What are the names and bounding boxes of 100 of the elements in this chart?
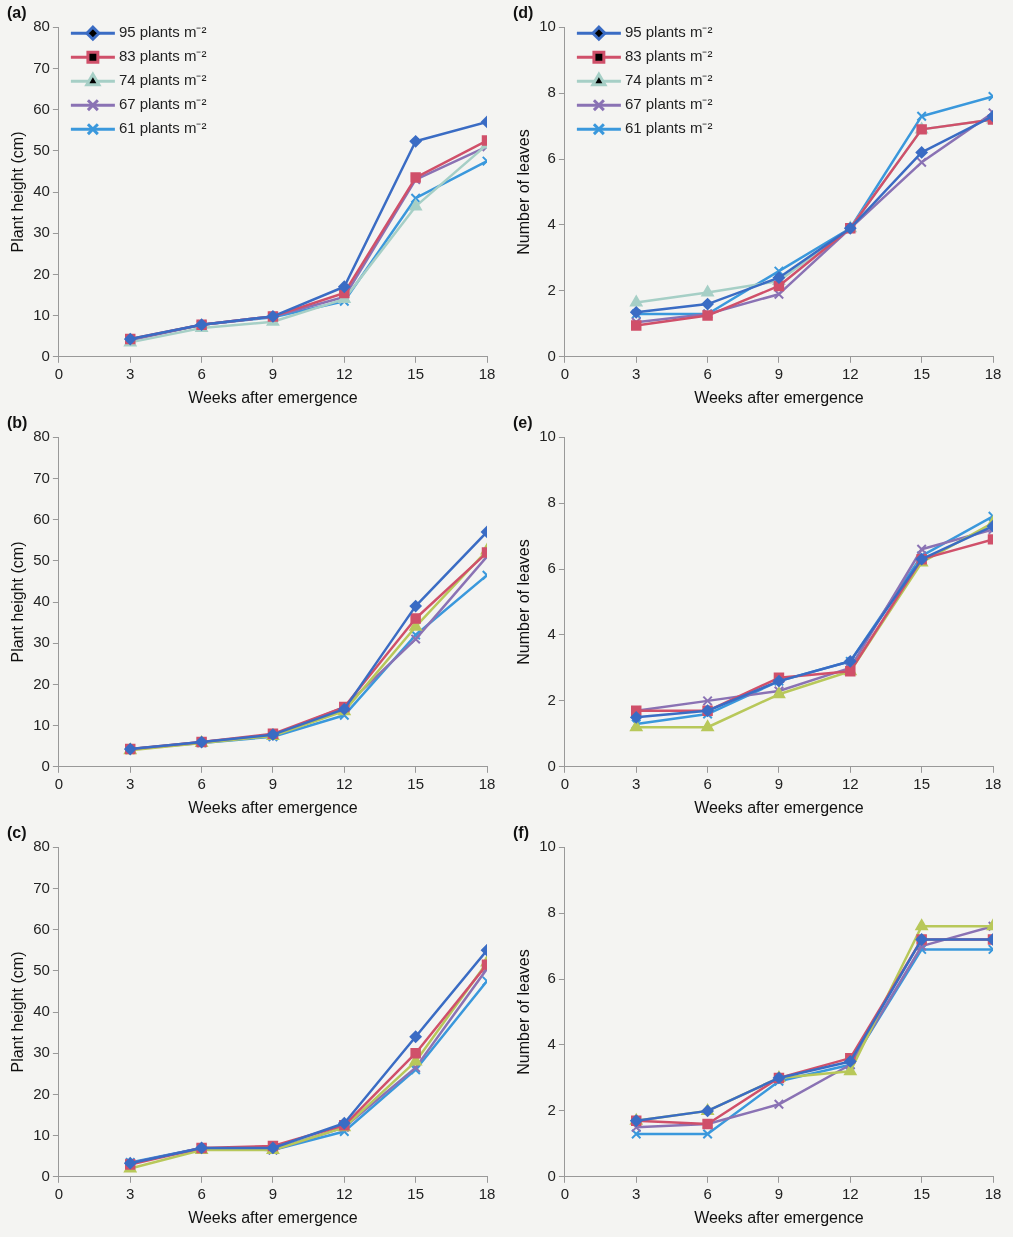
x-tick-label: 3 xyxy=(632,774,641,792)
x-tick-label: 15 xyxy=(913,774,930,792)
y-tick-label: 80 xyxy=(33,837,50,855)
y-axis-title: Number of leaves xyxy=(515,539,533,665)
y-tick-label: 6 xyxy=(547,149,556,167)
y-tick-label: 8 xyxy=(547,903,556,921)
x-tick-label: 18 xyxy=(478,774,496,792)
legend-label: 67 plants m⁻² xyxy=(118,95,207,113)
y-tick-label: 4 xyxy=(547,1035,556,1053)
y-tick-label: 10 xyxy=(539,837,556,855)
y-tick-label: 50 xyxy=(33,960,50,978)
y-tick-label: 80 xyxy=(33,427,50,445)
x-tick-label: 12 xyxy=(335,364,353,382)
x-tick-label: 3 xyxy=(126,774,135,792)
x-tick-label: 9 xyxy=(268,364,278,382)
y-tick-label: 0 xyxy=(547,1166,556,1184)
x-tick-label: 0 xyxy=(560,774,570,792)
y-tick-label: 10 xyxy=(33,1125,50,1143)
y-tick-label: 0 xyxy=(547,346,556,364)
y-axis-title: Number of leaves xyxy=(515,129,533,255)
x-tick-label: 15 xyxy=(407,1184,424,1202)
y-tick-label: 0 xyxy=(41,346,50,364)
x-tick-label: 0 xyxy=(560,364,570,382)
y-tick-label: 10 xyxy=(539,427,556,445)
x-tick-label: 9 xyxy=(774,1184,784,1202)
y-tick-label: 40 xyxy=(33,592,50,610)
y-tick-label: 2 xyxy=(547,691,556,709)
x-tick-label: 12 xyxy=(841,1184,859,1202)
y-axis-title: Number of leaves xyxy=(515,949,533,1075)
chart-title: (a) xyxy=(7,4,27,22)
x-tick-label: 6 xyxy=(197,364,206,382)
y-tick-label: 60 xyxy=(33,509,50,527)
y-tick-label: 10 xyxy=(539,17,556,35)
x-tick-label: 12 xyxy=(841,774,859,792)
x-tick-label: 3 xyxy=(632,1184,641,1202)
chart-title: (e) xyxy=(513,414,533,432)
x-tick-label: 6 xyxy=(197,1184,206,1202)
y-tick-label: 70 xyxy=(33,878,50,896)
y-tick-label: 4 xyxy=(547,215,556,233)
x-axis-title: Weeks after emergence xyxy=(188,1208,358,1226)
x-tick-label: 15 xyxy=(407,364,424,382)
x-tick-label: 18 xyxy=(478,1184,496,1202)
chart-title: (b) xyxy=(7,414,28,432)
legend-label: 95 plants m⁻² xyxy=(118,23,207,41)
y-tick-label: 0 xyxy=(547,756,556,774)
x-tick-label: 15 xyxy=(407,774,424,792)
y-tick-label: 80 xyxy=(33,17,50,35)
y-tick-label: 2 xyxy=(547,281,556,299)
y-tick-label: 50 xyxy=(33,140,50,158)
y-tick-label: 20 xyxy=(33,674,50,692)
y-tick-label: 10 xyxy=(33,305,50,323)
y-tick-label: 30 xyxy=(33,223,50,241)
x-tick-label: 6 xyxy=(197,774,206,792)
x-tick-label: 9 xyxy=(774,774,784,792)
x-tick-label: 3 xyxy=(632,364,641,382)
x-axis-title: Weeks after emergence xyxy=(188,798,358,816)
y-tick-label: 60 xyxy=(33,99,50,117)
y-tick-label: 20 xyxy=(33,1084,50,1102)
y-tick-label: 60 xyxy=(33,919,50,937)
legend-label: 74 plants m⁻² xyxy=(118,71,207,89)
x-tick-label: 6 xyxy=(703,1184,712,1202)
x-tick-label: 3 xyxy=(126,364,135,382)
y-tick-label: 70 xyxy=(33,58,50,76)
y-axis-title: Plant height (cm) xyxy=(9,541,27,663)
y-tick-label: 10 xyxy=(33,715,50,733)
legend-label: 67 plants m⁻² xyxy=(624,95,713,113)
chart-title: (f) xyxy=(513,824,529,842)
x-tick-label: 18 xyxy=(984,774,1002,792)
chart-title: (d) xyxy=(513,4,534,22)
x-tick-label: 6 xyxy=(703,364,712,382)
legend-label: 61 plants m⁻² xyxy=(118,119,207,137)
x-tick-label: 18 xyxy=(478,364,496,382)
legend-label: 83 plants m⁻² xyxy=(624,47,713,65)
legend-label: 83 plants m⁻² xyxy=(118,47,207,65)
x-tick-label: 9 xyxy=(268,1184,278,1202)
x-tick-label: 0 xyxy=(54,364,64,382)
x-tick-label: 9 xyxy=(268,774,278,792)
x-axis-title: Weeks after emergence xyxy=(694,388,864,406)
x-tick-label: 6 xyxy=(703,774,712,792)
x-tick-label: 12 xyxy=(335,1184,353,1202)
y-tick-label: 6 xyxy=(547,969,556,987)
y-tick-label: 40 xyxy=(33,182,50,200)
x-tick-label: 12 xyxy=(335,774,353,792)
y-tick-label: 2 xyxy=(547,1101,556,1119)
y-tick-label: 40 xyxy=(33,1002,50,1020)
x-tick-label: 9 xyxy=(774,364,784,382)
y-tick-label: 30 xyxy=(33,633,50,651)
x-tick-label: 0 xyxy=(560,1184,570,1202)
x-tick-label: 0 xyxy=(54,1184,64,1202)
y-tick-label: 50 xyxy=(33,550,50,568)
y-tick-label: 8 xyxy=(547,493,556,511)
x-tick-label: 0 xyxy=(54,774,64,792)
y-axis-title: Plant height (cm) xyxy=(9,951,27,1073)
x-tick-label: 15 xyxy=(913,364,930,382)
x-axis-title: Weeks after emergence xyxy=(188,388,358,406)
y-tick-label: 70 xyxy=(33,468,50,486)
x-tick-label: 15 xyxy=(913,1184,930,1202)
y-tick-label: 8 xyxy=(547,83,556,101)
y-tick-label: 0 xyxy=(41,1166,50,1184)
legend-label: 95 plants m⁻² xyxy=(624,23,713,41)
